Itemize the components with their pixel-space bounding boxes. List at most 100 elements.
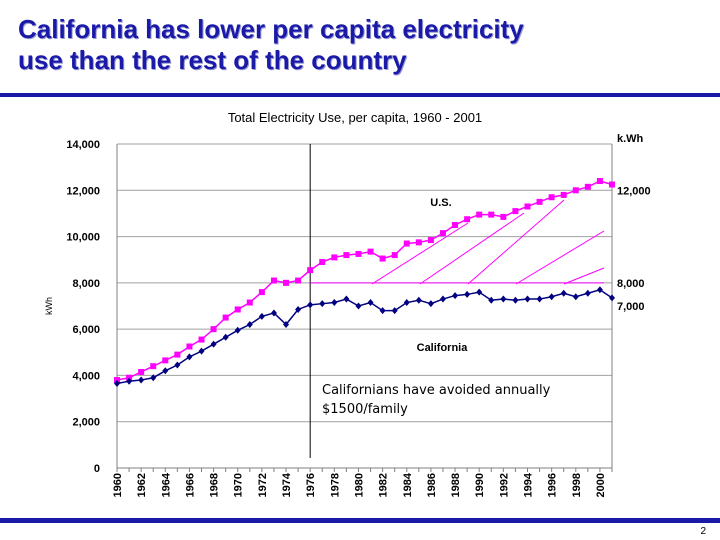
x-tick-label: 1998 xyxy=(571,473,583,497)
x-tick-label: 1964 xyxy=(160,472,172,497)
x-tick-label: 1960 xyxy=(112,473,124,497)
california-data-point xyxy=(307,301,314,309)
hatch-line xyxy=(467,199,565,285)
us-data-point xyxy=(500,213,507,220)
annotation-line1: Californians have avoided annually xyxy=(322,383,551,398)
california-data-point xyxy=(536,295,543,303)
us-data-point xyxy=(331,254,338,261)
us-data-point xyxy=(270,277,277,284)
savings-hatch xyxy=(371,199,605,285)
california-data-point xyxy=(415,296,422,304)
california-series-label: California xyxy=(417,342,469,354)
california-data-point xyxy=(584,289,591,297)
us-data-point xyxy=(415,239,422,246)
y-tick-label: 4,000 xyxy=(72,370,100,382)
slide-title-line2: use than the rest of the country xyxy=(18,45,407,75)
slide-title-line1: California has lower per capita electric… xyxy=(18,14,524,44)
us-data-point xyxy=(452,222,459,228)
california-data-point xyxy=(174,361,181,369)
california-data-point xyxy=(355,302,362,310)
california-data-point xyxy=(464,290,471,298)
us-data-point xyxy=(295,277,302,284)
california-data-point xyxy=(186,353,193,361)
us-data-point xyxy=(439,230,446,237)
x-tick-label: 1994 xyxy=(522,472,534,497)
us-data-point xyxy=(222,314,229,321)
right-value-label: k.Wh xyxy=(617,133,644,145)
california-data-point xyxy=(343,295,350,303)
x-tick-label: 1978 xyxy=(329,473,341,497)
us-data-point xyxy=(210,326,217,333)
chart-title: Total Electricity Use, per capita, 1960 … xyxy=(228,110,482,125)
x-tick-label: 1970 xyxy=(233,473,245,497)
label-layer: 0 2,000 4,000 6,000 8,000 10,000 12,000 14,000 1… xyxy=(66,133,650,497)
us-data-point xyxy=(150,363,157,370)
x-tick-label: 1992 xyxy=(498,473,510,497)
us-data-point xyxy=(234,306,241,313)
us-data-point xyxy=(367,248,374,255)
california-data-point xyxy=(560,289,567,297)
california-data-point xyxy=(114,380,120,388)
california-data-point xyxy=(452,292,459,300)
x-tick-label: 1982 xyxy=(378,473,390,497)
california-data-point xyxy=(210,340,217,348)
california-data-point xyxy=(246,321,253,329)
slide-title: California has lower per capita electric… xyxy=(18,14,708,76)
california-data-point xyxy=(198,347,205,355)
us-series-line xyxy=(116,180,613,381)
x-tick-label: 1980 xyxy=(353,473,365,497)
x-tick-label: 1974 xyxy=(281,472,293,497)
right-value-label: 8,000 xyxy=(617,278,645,290)
x-tick-label: 2000 xyxy=(595,473,607,497)
us-data-point xyxy=(512,208,519,215)
us-data-point xyxy=(343,252,350,259)
california-series-line xyxy=(116,288,613,385)
us-data-point xyxy=(464,216,471,223)
california-data-point xyxy=(391,307,398,315)
california-data-point xyxy=(427,300,434,308)
y-tick-label: 0 xyxy=(94,463,100,475)
us-data-point xyxy=(319,259,326,266)
us-data-point xyxy=(246,299,253,306)
footer-rule xyxy=(0,518,720,523)
us-data-point xyxy=(379,255,386,262)
california-data-point xyxy=(367,299,374,307)
us-data-point xyxy=(174,351,181,358)
california-data-point xyxy=(403,299,410,307)
x-tick-label: 1984 xyxy=(402,472,414,497)
us-data-point xyxy=(258,289,265,296)
us-data-point xyxy=(488,211,495,218)
series-layer xyxy=(114,178,615,388)
title-rule xyxy=(0,93,720,97)
california-data-point xyxy=(126,377,133,385)
annotation-line2: $1500/family xyxy=(322,402,408,417)
california-data-point xyxy=(596,286,603,294)
california-data-point xyxy=(258,312,265,320)
california-data-point xyxy=(512,296,519,304)
california-data-point xyxy=(488,296,495,304)
california-data-point xyxy=(234,326,241,334)
california-data-point xyxy=(295,305,302,313)
x-tick-label: 1990 xyxy=(474,473,486,497)
us-data-point xyxy=(524,203,531,210)
right-value-label: 12,000 xyxy=(617,185,651,197)
california-data-point xyxy=(379,307,386,315)
us-data-point xyxy=(548,194,555,201)
california-data-point xyxy=(548,293,555,301)
us-data-point xyxy=(560,191,567,198)
us-data-point xyxy=(584,183,591,190)
california-data-point xyxy=(319,300,326,308)
california-data-point xyxy=(283,321,290,329)
us-data-point xyxy=(536,198,543,205)
california-data-point xyxy=(331,299,338,307)
california-data-point xyxy=(476,288,483,296)
y-tick-label: 8,000 xyxy=(72,278,100,290)
us-data-point xyxy=(596,178,603,185)
us-series-label: U.S. xyxy=(430,197,451,209)
hatch-line xyxy=(419,212,525,285)
axes xyxy=(116,144,613,472)
x-tick-label: 1972 xyxy=(257,473,269,497)
y-tick-label: 10,000 xyxy=(66,232,100,244)
us-data-point xyxy=(391,252,398,259)
hatch-line xyxy=(563,267,605,285)
